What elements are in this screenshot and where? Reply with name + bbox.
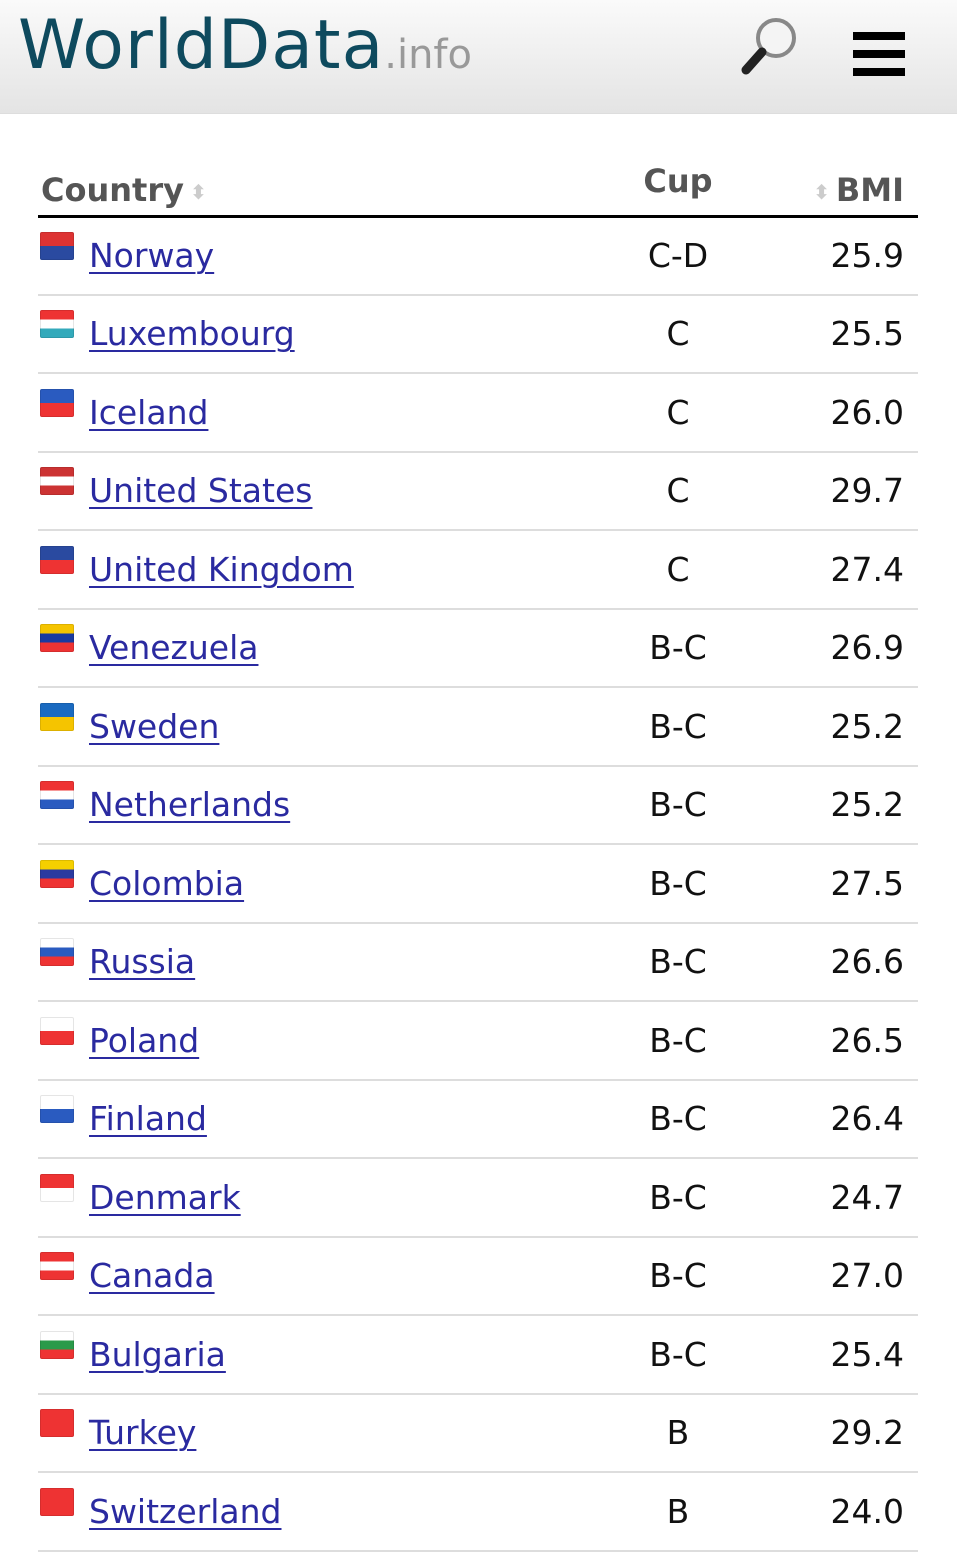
table-row: Russia B-C 26.6 <box>38 922 918 1002</box>
country-link[interactable]: Poland <box>89 1020 200 1060</box>
cup-cell: B-C <box>588 1079 768 1159</box>
sort-icon[interactable]: ⬍ <box>189 179 207 204</box>
country-link[interactable]: Iceland <box>89 392 209 432</box>
bmi-cell: 24.7 <box>768 1158 918 1238</box>
logo-tld: .info <box>384 32 472 78</box>
flag-icon <box>40 1095 74 1124</box>
top-bar: WorldData.info <box>0 0 957 114</box>
table-row: Sweden B-C 25.2 <box>38 687 918 767</box>
bmi-cell: 24.0 <box>768 1472 918 1552</box>
bmi-cell: 27.5 <box>768 844 918 924</box>
cup-cell: C-D <box>588 216 768 296</box>
cup-cell: B-C <box>588 844 768 924</box>
country-link[interactable]: Turkey <box>89 1413 197 1453</box>
bmi-cell: 26.9 <box>768 608 918 688</box>
column-header-cup: Cup <box>588 160 768 218</box>
bmi-cell: 25.2 <box>768 765 918 845</box>
cup-cell: B <box>588 1393 768 1473</box>
logo-main: WorldData <box>18 6 385 85</box>
country-link[interactable]: Finland <box>89 1099 207 1139</box>
country-link[interactable]: Bulgaria <box>89 1334 226 1374</box>
cup-cell: B <box>588 1472 768 1552</box>
flag-icon <box>40 388 74 417</box>
country-link[interactable]: Venezuela <box>89 628 259 668</box>
cup-cell: B-C <box>588 608 768 688</box>
flag-icon <box>40 1409 74 1438</box>
table-row: Colombia B-C 27.5 <box>38 844 918 924</box>
column-header-bmi[interactable]: ⬍ BMI <box>768 160 918 218</box>
table-row: Venezuela B-C 26.9 <box>38 608 918 688</box>
country-link[interactable]: Sweden <box>89 706 220 746</box>
table-row: Finland B-C 26.4 <box>38 1079 918 1159</box>
bmi-cell: 26.4 <box>768 1079 918 1159</box>
table-row: Iceland C 26.0 <box>38 373 918 453</box>
country-link[interactable]: United States <box>89 471 313 511</box>
bmi-cell: 26.0 <box>768 373 918 453</box>
country-link[interactable]: Norway <box>89 236 215 275</box>
country-link[interactable]: Switzerland <box>89 1491 282 1531</box>
table-row: Bulgaria B-C 25.4 <box>38 1315 918 1395</box>
flag-icon <box>40 1330 74 1359</box>
table-row: Luxembourg C 25.5 <box>38 294 918 374</box>
bmi-cell: 25.5 <box>768 294 918 374</box>
bmi-cell: 29.7 <box>768 451 918 531</box>
cup-cell: C <box>588 373 768 453</box>
cup-cell: B-C <box>588 1236 768 1316</box>
country-link[interactable]: Luxembourg <box>89 314 295 354</box>
site-logo[interactable]: WorldData.info <box>18 6 472 85</box>
bmi-cell: 25.4 <box>768 1315 918 1395</box>
cup-cell: B-C <box>588 1158 768 1238</box>
table-row: Norway C-D 25.9 <box>38 216 918 296</box>
hamburger-menu-icon[interactable] <box>853 32 905 76</box>
cup-cell: B-C <box>588 922 768 1002</box>
flag-icon <box>40 1173 74 1202</box>
bmi-cell: 27.4 <box>768 530 918 610</box>
table-row: Netherlands B-C 25.2 <box>38 765 918 845</box>
cup-cell: B-C <box>588 1001 768 1081</box>
bmi-cell: 25.2 <box>768 687 918 767</box>
flag-icon <box>40 624 74 653</box>
table-row: United Kingdom C 27.4 <box>38 530 918 610</box>
bmi-cell: 26.5 <box>768 1001 918 1081</box>
cup-cell: C <box>588 451 768 531</box>
country-link[interactable]: Netherlands <box>89 785 291 825</box>
search-icon[interactable] <box>738 14 802 78</box>
table-row: Switzerland B 24.0 <box>38 1472 918 1552</box>
cup-cell: B-C <box>588 687 768 767</box>
country-link[interactable]: Canada <box>89 1256 215 1296</box>
flag-icon <box>40 1252 74 1281</box>
flag-icon <box>40 467 74 496</box>
bmi-cell: 29.2 <box>768 1393 918 1473</box>
column-header-country[interactable]: Country ⬍ <box>38 160 588 218</box>
table-row: Denmark B-C 24.7 <box>38 1158 918 1238</box>
bmi-cell: 26.6 <box>768 922 918 1002</box>
cup-cell: C <box>588 530 768 610</box>
cup-cell: C <box>588 294 768 374</box>
country-link[interactable]: United Kingdom <box>89 549 354 589</box>
cup-cell: B-C <box>588 1315 768 1395</box>
flag-icon <box>40 702 74 731</box>
country-link[interactable]: Colombia <box>89 863 245 903</box>
flag-icon <box>40 1016 74 1045</box>
country-link[interactable]: Denmark <box>89 1177 241 1217</box>
sort-icon[interactable]: ⬍ <box>813 179 830 204</box>
flag-icon <box>40 781 74 810</box>
table-row: Turkey B 29.2 <box>38 1393 918 1473</box>
bmi-cell: 25.9 <box>768 216 918 296</box>
flag-icon <box>40 1487 74 1516</box>
table-row: United States C 29.7 <box>38 451 918 531</box>
country-link[interactable]: Russia <box>89 942 196 982</box>
flag-icon <box>40 859 74 888</box>
flag-icon <box>40 310 74 339</box>
flag-icon <box>40 232 74 260</box>
cup-cell: B-C <box>588 765 768 845</box>
flag-icon <box>40 938 74 967</box>
bmi-table: Country ⬍ Cup ⬍ BMI Norway C-D 25.9 Luxembo… <box>38 160 918 1552</box>
table-row: Poland B-C 26.5 <box>38 1001 918 1081</box>
table-row: Canada B-C 27.0 <box>38 1236 918 1316</box>
bmi-cell: 27.0 <box>768 1236 918 1316</box>
flag-icon <box>40 545 74 574</box>
